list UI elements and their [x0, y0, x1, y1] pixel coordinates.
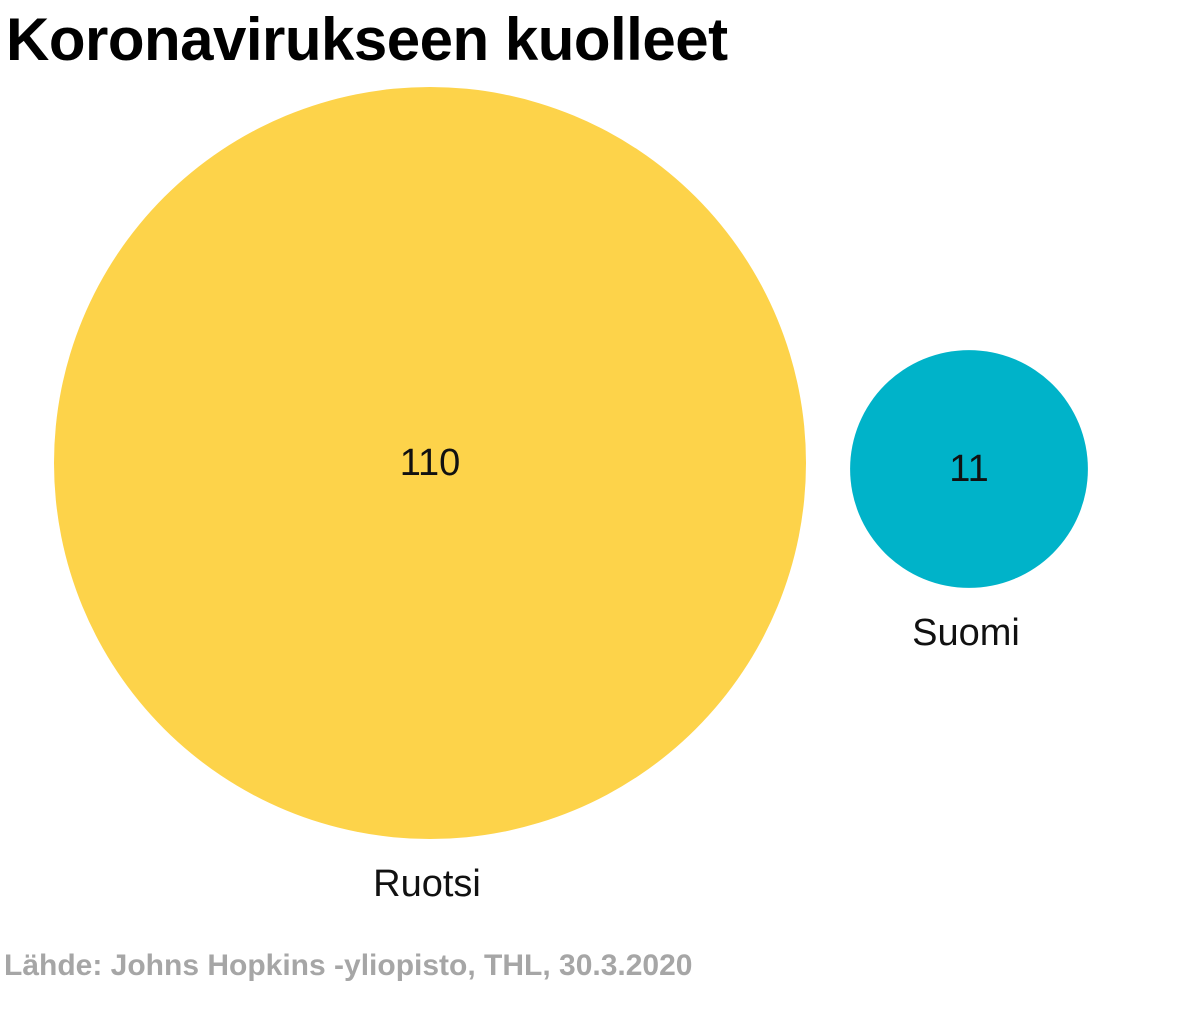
source-note: Lähde: Johns Hopkins -yliopisto, THL, 30… — [4, 949, 693, 982]
value-label-ruotsi: 110 — [400, 442, 461, 484]
bubble-ruotsi — [54, 87, 806, 839]
bubbles-group: 110 Ruotsi 11 Suomi — [54, 87, 1088, 905]
chart-title: Koronavirukseen kuolleet — [6, 6, 728, 73]
category-label-ruotsi: Ruotsi — [373, 863, 481, 905]
value-label-suomi: 11 — [949, 448, 988, 490]
category-label-suomi: Suomi — [912, 612, 1020, 654]
bubble-suomi — [850, 350, 1088, 588]
